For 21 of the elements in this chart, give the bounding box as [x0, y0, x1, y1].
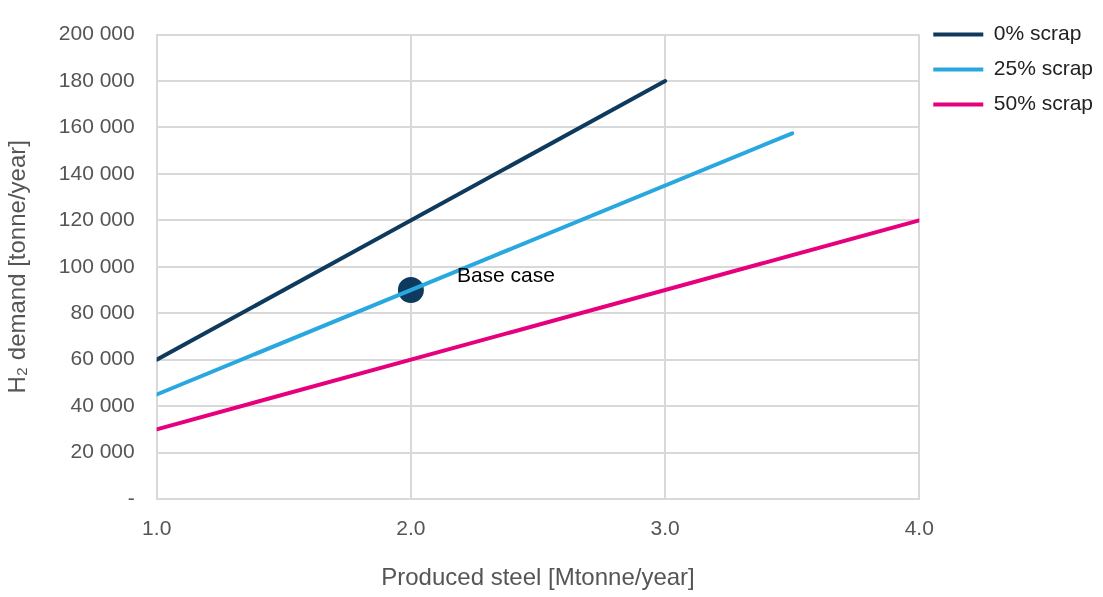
legend-label: 25% scrap — [993, 56, 1093, 80]
y-tick-label: 120 000 — [58, 207, 135, 231]
y-tick-label: 60 000 — [70, 346, 135, 370]
legend-label: 50% scrap — [993, 91, 1093, 115]
y-tick-label: 100 000 — [58, 253, 135, 277]
y-tick-label: 160 000 — [58, 114, 135, 138]
x-tick-label: 4.0 — [904, 516, 934, 540]
y-tick-label: - — [127, 485, 135, 509]
x-axis-title: Produced steel [Mtonne/year] — [381, 563, 695, 591]
x-tick-label: 1.0 — [142, 516, 172, 540]
y-tick-label: 200 000 — [58, 21, 135, 45]
y-tick-label: 40 000 — [70, 392, 135, 416]
x-tick-label: 3.0 — [650, 516, 680, 540]
y-axis-title: H₂ demand [tonne/year] — [3, 140, 31, 394]
y-tick-label: 80 000 — [70, 300, 135, 324]
y-tick-label: 140 000 — [58, 160, 135, 184]
x-tick-label: 2.0 — [396, 516, 426, 540]
annotation: Base case — [456, 262, 555, 286]
legend-label: 0% scrap — [993, 21, 1082, 45]
y-tick-label: 180 000 — [58, 67, 135, 91]
y-tick-label: 20 000 — [70, 439, 135, 463]
